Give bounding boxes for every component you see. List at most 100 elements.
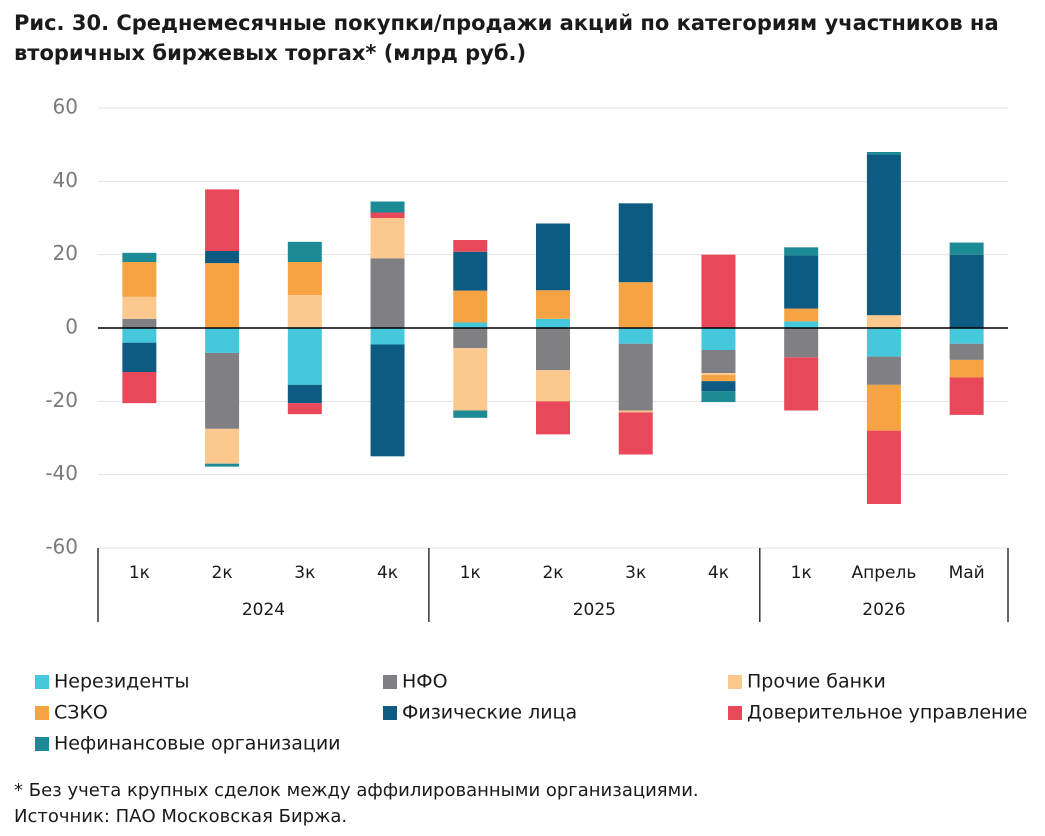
x-tick-label: Апрель <box>851 563 916 583</box>
bar-segment <box>701 350 736 374</box>
bar-segment <box>949 328 984 344</box>
bar-segment <box>122 318 157 328</box>
bar-segment <box>453 410 488 418</box>
bar-segment <box>784 357 819 411</box>
bar-segment <box>784 247 819 256</box>
bar-segment <box>784 321 819 328</box>
bar-segment <box>287 241 322 262</box>
legend-label: Доверительное управление <box>747 702 1028 724</box>
x-tick-label: 3к <box>294 563 315 583</box>
legend-label: СЗКО <box>54 702 108 724</box>
bar-segment <box>453 240 488 252</box>
bar-segment <box>701 381 736 392</box>
bar-segment <box>370 212 405 218</box>
x-tick-label: 1к <box>791 563 812 583</box>
source: Источник: ПАО Московская Биржа. <box>14 806 348 827</box>
y-tick-label: 40 <box>53 168 78 192</box>
x-tick-label: 2к <box>212 563 233 583</box>
bar-segment <box>536 290 570 319</box>
bar-segment <box>866 356 901 385</box>
y-tick-label: -40 <box>45 461 78 485</box>
legend-swatch <box>728 675 742 689</box>
group-label: 2026 <box>862 600 905 620</box>
bar-segment <box>618 282 653 328</box>
legend-label: НФО <box>402 671 448 693</box>
bar-segment <box>370 344 405 457</box>
bar-segment <box>784 255 819 309</box>
bar-segment <box>205 463 240 467</box>
bar-segment <box>122 296 157 319</box>
bar-segment <box>205 251 240 264</box>
y-tick-label: 60 <box>53 95 78 119</box>
legend-swatch <box>35 675 49 689</box>
bar-segment <box>287 384 322 404</box>
bar-segment <box>536 223 570 291</box>
bar-segment <box>618 203 653 283</box>
chart-title: Рис. 30. Среднемесячные покупки/продажи … <box>14 11 999 65</box>
x-tick-label: 4к <box>377 563 398 583</box>
bar-segment <box>453 290 488 323</box>
legend-label: Прочие банки <box>747 671 886 693</box>
bar-segment <box>866 315 901 328</box>
bar-segment <box>701 328 736 350</box>
legend-swatch <box>383 675 397 689</box>
bar-segment <box>618 343 653 411</box>
bar-segment <box>453 251 488 291</box>
bar-segment <box>370 201 405 213</box>
x-tick-label: Май <box>949 563 985 583</box>
bar-segment <box>122 328 157 343</box>
bar-segment <box>122 342 157 372</box>
legend-swatch <box>728 706 742 720</box>
x-tick-label: 4к <box>708 563 729 583</box>
y-tick-label: 0 <box>65 315 78 339</box>
bar-segment <box>453 348 488 411</box>
legend-label: Нефинансовые организации <box>54 733 341 755</box>
legend-swatch <box>35 706 49 720</box>
y-tick-label: 20 <box>53 241 78 265</box>
group-label: 2024 <box>242 600 285 620</box>
bar-segment <box>536 328 570 371</box>
bar-segment <box>949 343 984 360</box>
bar-segment <box>287 403 322 415</box>
bar-segment <box>205 352 240 429</box>
bar-segment <box>536 401 570 435</box>
bar-segment <box>866 430 901 504</box>
bar-segment <box>701 254 736 328</box>
bar-segment <box>205 428 240 464</box>
bar-segment <box>122 262 157 297</box>
legend-swatch <box>383 706 397 720</box>
bar-segment <box>453 322 488 328</box>
footnote: * Без учета крупных сделок между аффилир… <box>14 780 699 801</box>
group-label: 2025 <box>573 600 616 620</box>
bar-segment <box>122 372 157 404</box>
bar-segment <box>701 373 736 375</box>
bar-segment <box>370 218 405 259</box>
bar-segment <box>949 377 984 415</box>
bar-segment <box>866 328 901 357</box>
x-tick-label: 1к <box>129 563 150 583</box>
bar-segment <box>618 328 653 344</box>
x-tick-label: 3к <box>625 563 646 583</box>
bar-segment <box>866 154 901 316</box>
x-tick-label: 2к <box>542 563 563 583</box>
legend-label: Физические лица <box>402 702 577 724</box>
bar-segment <box>287 262 322 295</box>
bar-segment <box>784 328 819 358</box>
bar-segment <box>618 410 653 413</box>
bar-segment <box>949 242 984 255</box>
bar-segment <box>370 328 405 345</box>
bar-segment <box>205 263 240 328</box>
x-tick-label: 1к <box>460 563 481 583</box>
y-tick-label: -20 <box>45 388 78 412</box>
bar-segment <box>205 189 240 251</box>
bar-segment <box>122 252 157 262</box>
y-tick-label: -60 <box>45 535 78 559</box>
bar-segment <box>205 328 240 353</box>
bar-segment <box>784 308 819 322</box>
legend-label: Нерезиденты <box>54 671 190 693</box>
bar-segment <box>866 152 901 155</box>
bar-segment <box>287 295 322 328</box>
bar-segment <box>618 412 653 455</box>
